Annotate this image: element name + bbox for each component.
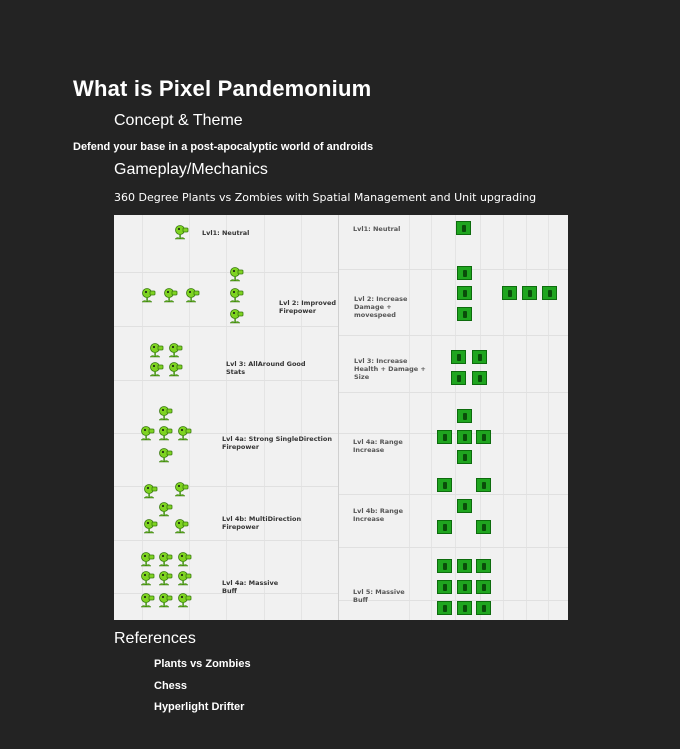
peashooter-icon xyxy=(140,551,156,569)
peashooter-icon xyxy=(140,570,156,588)
green-unit-icon xyxy=(476,601,491,615)
green-unit-icon xyxy=(542,286,557,300)
peashooter-icon xyxy=(158,501,174,519)
green-unit-icon xyxy=(476,430,491,444)
green-unit-icon xyxy=(457,450,472,464)
green-unit-icon xyxy=(457,286,472,300)
peashooter-icon xyxy=(158,592,174,610)
green-unit-icon xyxy=(437,478,452,492)
green-unit-icon xyxy=(437,520,452,534)
green-unit-icon xyxy=(457,430,472,444)
peashooter-icon xyxy=(140,425,156,443)
peashooter-icon xyxy=(174,224,190,242)
peashooter-icon xyxy=(177,425,193,443)
green-unit-icon xyxy=(502,286,517,300)
page-title: What is Pixel Pandemonium xyxy=(73,76,372,101)
peashooter-icon xyxy=(185,287,201,305)
green-unit-icon xyxy=(457,559,472,573)
green-unit-icon xyxy=(437,601,452,615)
references-heading: References xyxy=(114,630,196,647)
peashooter-icon xyxy=(168,342,184,360)
concept-heading: Concept & Theme xyxy=(114,112,243,129)
green-unit-icon xyxy=(457,601,472,615)
peashooter-icon xyxy=(149,361,165,379)
peashooter-icon xyxy=(168,361,184,379)
concept-text: Defend your base in a post-apocalyptic w… xyxy=(73,141,374,153)
green-unit-icon xyxy=(457,266,472,280)
green-unit-icon xyxy=(451,371,466,385)
green-unit-icon xyxy=(476,520,491,534)
right-label-lvl5: Lvl 5: Massive Buff xyxy=(353,588,405,604)
green-unit-icon xyxy=(457,499,472,513)
right-label-lvl4b: Lvl 4b: Range Increase xyxy=(353,507,403,523)
green-unit-icon xyxy=(476,559,491,573)
green-unit-icon xyxy=(457,580,472,594)
left-label-lvl4a: Lvl 4a: Strong SingleDirection Firepower xyxy=(222,435,332,451)
right-label-lvl4a: Lvl 4a: Range Increase xyxy=(353,438,403,454)
right-label-lvl2: Lvl 2: Increase Damage + movespeed xyxy=(354,295,408,319)
peashooter-icon xyxy=(149,342,165,360)
green-unit-icon xyxy=(456,221,471,235)
green-unit-icon xyxy=(522,286,537,300)
peashooter-icon xyxy=(163,287,179,305)
green-unit-icon xyxy=(472,371,487,385)
peashooter-icon xyxy=(143,518,159,536)
peashooter-icon xyxy=(158,425,174,443)
right-label-lvl1: Lvl1: Neutral xyxy=(353,225,401,233)
peashooter-icon xyxy=(158,551,174,569)
reference-item: Chess xyxy=(154,680,188,692)
green-unit-icon xyxy=(476,478,491,492)
plant-upgrade-panel: Lvl1: Neutral Lvl 2: Improved Firepower … xyxy=(114,215,338,620)
green-unit-icon xyxy=(476,580,491,594)
peashooter-icon xyxy=(177,570,193,588)
green-unit-icon xyxy=(457,307,472,321)
peashooter-icon xyxy=(174,518,190,536)
left-label-lvl4b: Lvl 4b: MultiDirection Firepower xyxy=(222,515,302,531)
green-unit-icon xyxy=(437,580,452,594)
peashooter-icon xyxy=(143,483,159,501)
reference-item: Plants vs Zombies xyxy=(154,658,251,670)
unit-upgrade-panel: Lvl1: Neutral Lvl 2: Increase Damage + m… xyxy=(338,215,568,620)
gameplay-text: 360 Degree Plants vs Zombies with Spatia… xyxy=(114,191,537,204)
peashooter-icon xyxy=(158,405,174,423)
green-unit-icon xyxy=(451,350,466,364)
left-label-lvl3: Lvl 3: AllAround Good Stats xyxy=(226,360,306,376)
peashooter-icon xyxy=(158,447,174,465)
peashooter-icon xyxy=(229,308,245,326)
green-unit-icon xyxy=(472,350,487,364)
peashooter-icon xyxy=(174,481,190,499)
peashooter-icon xyxy=(158,570,174,588)
left-label-lvl2: Lvl 2: Improved Firepower xyxy=(279,299,337,315)
left-label-lvl5: Lvl 4a: Massive Buff xyxy=(222,579,279,595)
peashooter-icon xyxy=(177,592,193,610)
left-label-lvl1: Lvl1: Neutral xyxy=(202,229,250,237)
green-unit-icon xyxy=(437,559,452,573)
gameplay-heading: Gameplay/Mechanics xyxy=(114,161,268,178)
upgrade-diagram-image: Lvl1: Neutral Lvl 2: Improved Firepower … xyxy=(114,215,568,620)
peashooter-icon xyxy=(229,287,245,305)
green-unit-icon xyxy=(437,430,452,444)
green-unit-icon xyxy=(457,409,472,423)
right-label-lvl3: Lvl 3: Increase Health + Damage + Size xyxy=(354,357,426,381)
reference-item: Hyperlight Drifter xyxy=(154,701,245,713)
peashooter-icon xyxy=(229,266,245,284)
peashooter-icon xyxy=(140,592,156,610)
peashooter-icon xyxy=(177,551,193,569)
peashooter-icon xyxy=(141,287,157,305)
